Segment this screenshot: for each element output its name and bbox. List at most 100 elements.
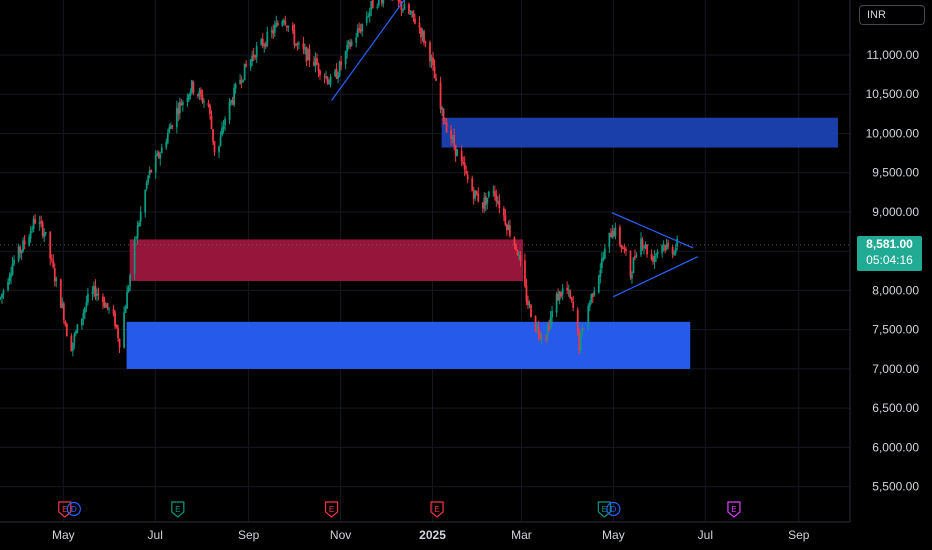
candle-body <box>2 290 5 294</box>
candle-body <box>421 31 424 37</box>
candle-body <box>674 247 677 254</box>
demand-zone[interactable] <box>441 117 838 148</box>
candle-body <box>52 260 55 267</box>
currency-button[interactable]: INR <box>859 5 925 25</box>
candle-body <box>635 255 638 257</box>
candle-body <box>180 103 183 106</box>
candle-body <box>62 303 65 320</box>
candle-body <box>549 317 552 329</box>
candle-body <box>551 311 553 318</box>
candle-body <box>530 305 532 318</box>
time-tick-label: Sep <box>238 528 260 542</box>
supply-zone[interactable] <box>129 239 523 282</box>
candle-body <box>252 54 255 57</box>
candle-body <box>582 328 585 330</box>
candle-body <box>319 70 321 76</box>
candle-body <box>629 251 632 277</box>
candle-body <box>213 141 216 153</box>
demand-zone[interactable] <box>126 321 691 369</box>
candle-body <box>325 76 327 78</box>
dividend-marker[interactable]: D <box>606 501 621 517</box>
candle-body <box>653 255 656 262</box>
candle-body <box>397 0 400 1</box>
candle-body <box>418 22 421 28</box>
candle-body <box>307 49 309 61</box>
price-axis[interactable]: 11,000.00 10,500.00 10,000.00 9,500.00 9,000… <box>866 48 920 494</box>
candle-body <box>291 24 294 31</box>
candle-body <box>609 233 612 237</box>
candle-body <box>118 338 121 348</box>
candles-layer <box>0 0 679 357</box>
trendline[interactable] <box>613 256 699 298</box>
trendline[interactable] <box>331 0 410 101</box>
candle-body <box>70 336 73 351</box>
candle-body <box>93 285 95 292</box>
candle-body <box>144 190 147 213</box>
candle-body <box>495 195 498 202</box>
candle-body <box>0 297 2 299</box>
candle-body <box>662 244 665 246</box>
candle-body <box>197 94 199 96</box>
earnings-marker[interactable]: E <box>597 501 611 518</box>
candle-body <box>673 252 676 255</box>
candle-body <box>19 246 21 253</box>
last-price-value: 8,581.00 <box>866 237 913 251</box>
candle-body <box>365 16 368 23</box>
candle-body <box>475 191 478 195</box>
candle-body <box>423 31 425 43</box>
candle-body <box>169 125 172 129</box>
candle-body <box>632 257 635 274</box>
earnings-marker[interactable]: E <box>324 501 339 518</box>
candle-body <box>266 31 269 46</box>
price-tick-label: 7,000.00 <box>872 362 919 376</box>
candle-body <box>518 254 520 257</box>
candle-body <box>430 58 433 62</box>
candle-body <box>316 58 318 65</box>
candle-body <box>537 326 540 334</box>
earnings-marker[interactable]: E <box>727 501 741 518</box>
dividend-marker[interactable]: D <box>66 501 81 517</box>
time-tick-label: 2025 <box>419 528 446 542</box>
candle-body <box>254 55 257 58</box>
candle-body <box>305 47 308 62</box>
candle-body <box>71 342 74 351</box>
candle-body <box>242 79 245 82</box>
candle-body <box>219 136 222 147</box>
svg-text:E: E <box>175 505 180 514</box>
trendline[interactable] <box>611 212 694 249</box>
candle-body <box>296 43 299 46</box>
candle-body <box>275 22 278 27</box>
candle-body <box>611 231 614 239</box>
candle-body <box>555 294 558 313</box>
candle-body <box>591 293 594 297</box>
candle-body <box>350 41 353 46</box>
candle-body <box>346 44 349 52</box>
candle-body <box>641 239 644 248</box>
candle-body <box>106 303 109 308</box>
candle-body <box>519 255 522 262</box>
candle-body <box>631 274 633 279</box>
earnings-marker[interactable]: E <box>58 501 72 518</box>
candle-body <box>558 291 561 300</box>
candle-body <box>83 307 86 313</box>
candle-body <box>462 161 465 164</box>
candle-body <box>192 81 195 93</box>
candle-body <box>463 162 466 170</box>
earnings-marker[interactable]: E <box>430 501 444 518</box>
candle-body <box>260 39 263 45</box>
candle-body <box>160 147 163 154</box>
candle-body <box>441 107 443 110</box>
candle-body <box>451 136 454 140</box>
time-axis[interactable]: May Jul Sep Nov 2025 Mar May Jul Sep <box>52 528 810 542</box>
candle-body <box>450 130 453 140</box>
candle-body <box>377 0 380 6</box>
candle-body <box>570 297 573 301</box>
candle-body <box>108 308 110 310</box>
candle-body <box>528 303 531 305</box>
candle-body <box>347 41 350 45</box>
svg-text:E: E <box>731 505 736 514</box>
candle-body <box>471 178 474 191</box>
earnings-marker[interactable]: E <box>171 501 185 518</box>
